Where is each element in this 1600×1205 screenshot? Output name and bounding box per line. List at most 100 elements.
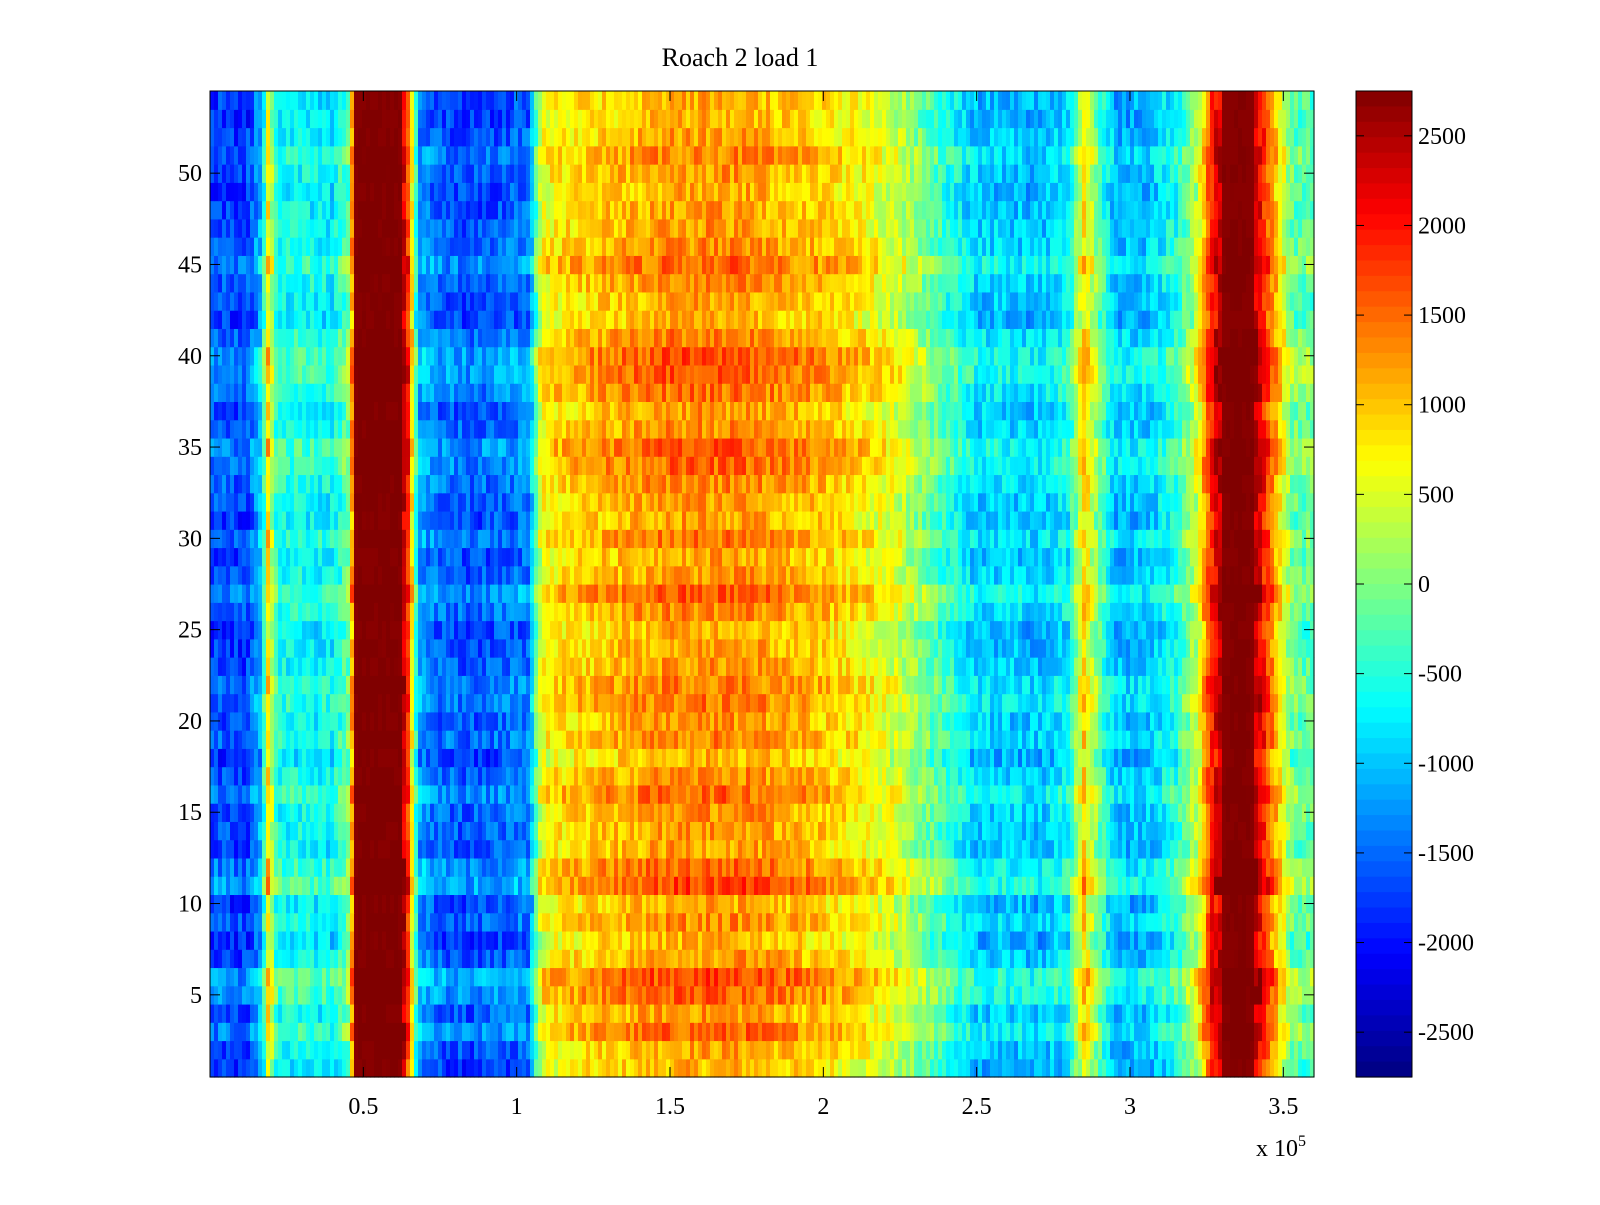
heatmap-cell [266,766,271,786]
heatmap-cell [1286,1022,1291,1042]
heatmap-cell [1154,894,1159,914]
heatmap-cell [546,748,551,768]
heatmap-cell [342,766,347,786]
heatmap-cell [1150,803,1155,822]
heatmap-cell [474,784,479,804]
heatmap-cell [1102,1022,1107,1042]
heatmap-cell [246,949,251,969]
heatmap-cell [1006,803,1011,822]
heatmap-cell [646,930,651,950]
heatmap-cell [258,1022,263,1042]
heatmap-cell [218,876,223,896]
heatmap-cell [786,1058,791,1078]
heatmap-cell [398,1058,403,1078]
heatmap-cell [210,1040,215,1060]
heatmap-cell [730,1022,735,1042]
heatmap-cell [646,748,651,768]
heatmap-cell [446,1003,451,1023]
heatmap-cell [374,912,379,932]
heatmap-cell [470,748,475,768]
heatmap-cell [1226,876,1231,896]
heatmap-cell [826,894,831,914]
heatmap-cell [466,1003,471,1023]
heatmap-cell [694,784,699,804]
heatmap-cell [838,1003,843,1023]
heatmap-cell [334,985,339,1005]
heatmap-cell [650,967,655,987]
heatmap-cell [354,912,359,932]
heatmap-cell [562,766,567,786]
heatmap-cell [450,967,455,987]
heatmap-cell [458,1022,463,1042]
heatmap-cell [762,912,767,932]
heatmap-cell [638,967,643,987]
heatmap-cell [1278,857,1283,877]
heatmap-cell [570,985,575,1005]
heatmap-cell [1102,784,1107,804]
heatmap-cell [518,748,523,768]
heatmap-cell [558,894,563,914]
heatmap-cell [538,912,543,932]
heatmap-cell [354,748,359,768]
heatmap-cell [1018,876,1023,896]
heatmap-cell [878,949,883,969]
heatmap-cell [586,1003,591,1023]
heatmap-cell [310,1003,315,1023]
heatmap-cell [346,839,351,859]
heatmap-cell [1006,784,1011,804]
heatmap-cell [1178,912,1183,932]
heatmap-cell [1294,894,1299,914]
heatmap-cell [546,1022,551,1042]
heatmap-cell [734,894,739,914]
heatmap-cell [910,766,915,786]
heatmap-cell [650,894,655,914]
heatmap-cell [982,1058,987,1078]
heatmap-cell [426,930,431,950]
heatmap-cell [598,949,603,969]
heatmap-cell [1066,1058,1071,1078]
heatmap-cell [1126,821,1131,841]
heatmap-cell [346,967,351,987]
heatmap-cell [1178,803,1183,822]
heatmap-cell [574,784,579,804]
heatmap-cell [310,839,315,859]
heatmap-cell [326,748,331,768]
heatmap-cell [866,894,871,914]
heatmap-cell [714,748,719,768]
heatmap-cell [994,803,999,822]
heatmap-cell [1002,894,1007,914]
heatmap-cell [862,985,867,1005]
heatmap-cell [422,967,427,987]
heatmap-cell [1254,912,1259,932]
heatmap-cell [1246,985,1251,1005]
heatmap-cell [330,1058,335,1078]
heatmap-cell [574,748,579,768]
heatmap-cell [1006,1003,1011,1023]
heatmap-cell [542,894,547,914]
heatmap-cell [610,930,615,950]
heatmap-cell [714,912,719,932]
heatmap-cell [510,839,515,859]
heatmap-cell [598,748,603,768]
heatmap-cell [662,912,667,932]
heatmap-cell [686,857,691,877]
heatmap-cell [314,912,319,932]
heatmap-cell [1058,985,1063,1005]
heatmap-cell [262,894,267,914]
heatmap-cell [974,821,979,841]
heatmap-cell [1154,1058,1159,1078]
heatmap-cell [674,821,679,841]
heatmap-cell [318,1058,323,1078]
heatmap-cell [1066,839,1071,859]
heatmap-cell [1022,766,1027,786]
heatmap-cell [330,803,335,822]
heatmap-cell [1298,857,1303,877]
heatmap-cell [274,967,279,987]
heatmap-cell [466,894,471,914]
heatmap-cell [538,839,543,859]
heatmap-cell [646,912,651,932]
heatmap-cell [1250,839,1255,859]
heatmap-cell [730,748,735,768]
heatmap-cell [454,912,459,932]
heatmap-cell [1010,1022,1015,1042]
